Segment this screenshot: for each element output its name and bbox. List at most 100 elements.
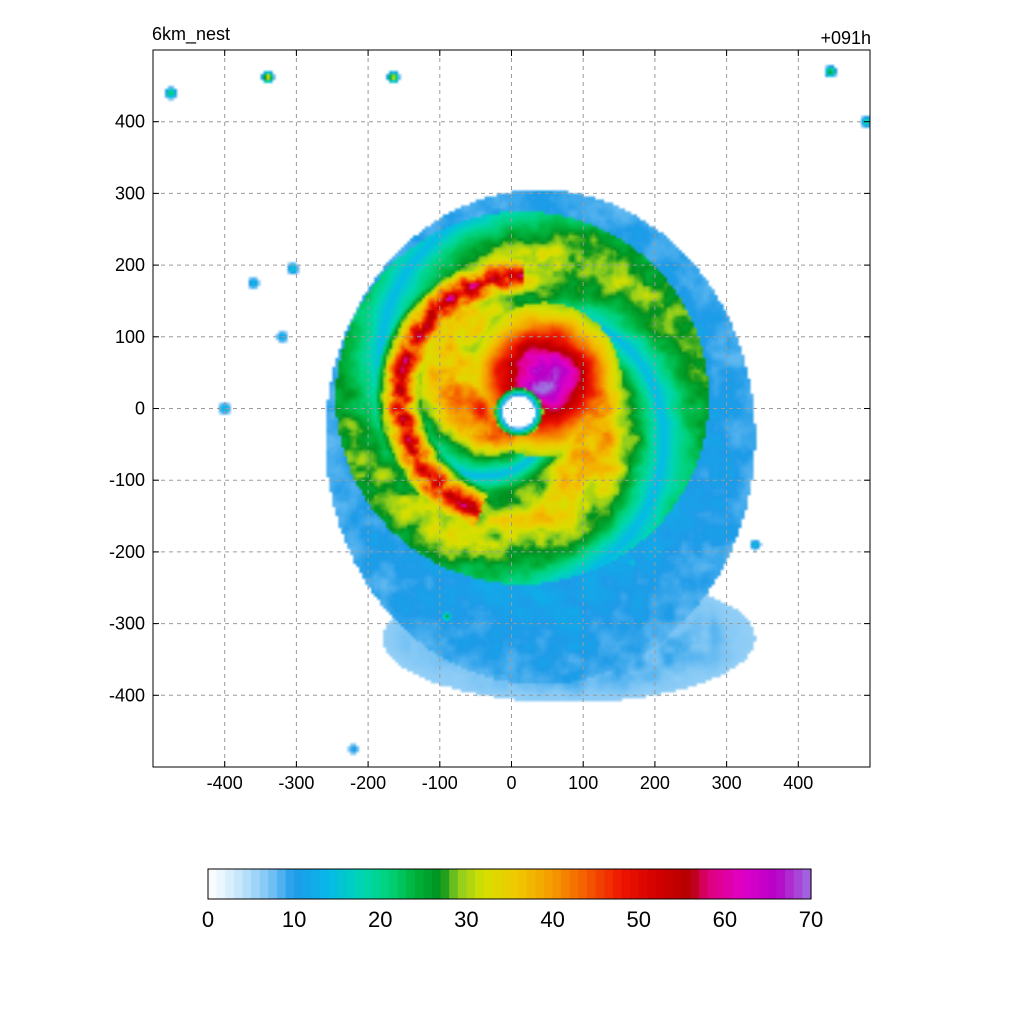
colorbar-cell [664, 869, 674, 899]
colorbar-cell [604, 869, 614, 899]
wind-field-raster [153, 50, 870, 767]
colorbar-cell [500, 869, 511, 899]
colorbar-cell [526, 869, 536, 899]
colorbar-cell [466, 869, 476, 899]
colorbar-tick-label: 0 [202, 907, 214, 932]
colorbar-cell [251, 869, 261, 899]
colorbar-cell [268, 869, 278, 899]
y-tick-label: 300 [115, 183, 145, 203]
x-tick-label: 200 [640, 773, 670, 793]
colorbar-cell [578, 869, 588, 899]
colorbar-cell [621, 869, 631, 899]
x-tick-label: 0 [506, 773, 516, 793]
y-tick-label: 0 [135, 399, 145, 419]
colorbar-cell [492, 869, 502, 899]
y-tick-label: -100 [109, 470, 145, 490]
title-right: +091h [820, 28, 871, 48]
colorbar: 0 10 20 30 40 50 60 70 [202, 868, 823, 932]
colorbar-cell [716, 869, 726, 899]
field-layer [153, 50, 870, 767]
colorbar-cell [406, 869, 416, 899]
colorbar-cell [319, 869, 330, 899]
colorbar-cell [509, 869, 519, 899]
y-tick-label: 100 [115, 327, 145, 347]
x-tick-label: -100 [422, 773, 458, 793]
colorbar-tick-label: 40 [540, 907, 564, 932]
colorbar-cell [423, 869, 433, 899]
colorbar-cell [216, 869, 226, 899]
colorbar-cell [552, 869, 562, 899]
colorbar-cell [431, 869, 442, 899]
y-tick-label: -200 [109, 542, 145, 562]
colorbar-cell [681, 869, 691, 899]
colorbar-tick-label: 50 [626, 907, 650, 932]
colorbar-cell [785, 869, 795, 899]
colorbar-cell [733, 869, 743, 899]
y-tick-label: -400 [109, 685, 145, 705]
colorbar-cell [690, 869, 700, 899]
colorbar-cell [587, 869, 597, 899]
colorbar-cell [397, 869, 407, 899]
colorbar-cell [363, 869, 373, 899]
colorbar-tick-label: 60 [713, 907, 737, 932]
colorbar-cell [767, 869, 778, 899]
colorbar-cell [655, 869, 666, 899]
colorbar-cell [647, 869, 657, 899]
colorbar-cell [673, 869, 683, 899]
colorbar-cell [354, 869, 364, 899]
colorbar-cell [535, 869, 545, 899]
colorbar-cell [638, 869, 648, 899]
colorbar-cell [259, 869, 269, 899]
colorbar-cell [759, 869, 769, 899]
colorbar-cell [380, 869, 390, 899]
colorbar-cell [802, 869, 812, 899]
colorbar-cell [595, 869, 605, 899]
colorbar-cell [475, 869, 485, 899]
colorbar-cell [328, 869, 338, 899]
colorbar-cell [345, 869, 356, 899]
x-tick-label: 400 [783, 773, 813, 793]
colorbar-cell [242, 869, 252, 899]
x-tick-label: 100 [568, 773, 598, 793]
colorbar-tick-label: 70 [799, 907, 823, 932]
colorbar-cell [518, 869, 528, 899]
colorbar-cell [285, 869, 295, 899]
x-tick-label: -200 [350, 773, 386, 793]
colorbar-cell [707, 869, 717, 899]
colorbar-tick-label: 30 [454, 907, 478, 932]
x-tick-label: -300 [278, 773, 314, 793]
colorbar-cell [724, 869, 735, 899]
x-tick-label: 300 [712, 773, 742, 793]
colorbar-cell [699, 869, 709, 899]
colorbar-cell [371, 869, 381, 899]
colorbar-cell [302, 869, 312, 899]
colorbar-cell [483, 869, 493, 899]
colorbar-cell [543, 869, 554, 899]
title-left: 6km_nest [152, 24, 230, 45]
colorbar-cell [457, 869, 468, 899]
colorbar-frame [207, 868, 812, 900]
colorbar-cell [776, 869, 786, 899]
colorbar-cell [561, 869, 571, 899]
colorbar-cell [388, 869, 399, 899]
colorbar-cell [793, 869, 803, 899]
colorbar-cell [225, 869, 235, 899]
x-tick-label: -400 [207, 773, 243, 793]
colorbar-cell [630, 869, 640, 899]
colorbar-tick-label: 20 [368, 907, 392, 932]
colorbar-cell [294, 869, 304, 899]
colorbar-cell [311, 869, 321, 899]
colorbar-cell [569, 869, 580, 899]
colorbar-cell [742, 869, 752, 899]
y-tick-label: 400 [115, 112, 145, 132]
colorbar-cell [276, 869, 287, 899]
colorbar-tick-label: 10 [282, 907, 306, 932]
colorbar-cell [208, 869, 218, 899]
colorbar-cell [449, 869, 459, 899]
axes: -400 -300 -200 -100 0 100 200 300 400 400 300 200 10… [109, 50, 870, 793]
y-tick-label: 200 [115, 255, 145, 275]
colorbar-cell [750, 869, 760, 899]
colorbar-cell [337, 869, 347, 899]
colorbar-cell [233, 869, 244, 899]
